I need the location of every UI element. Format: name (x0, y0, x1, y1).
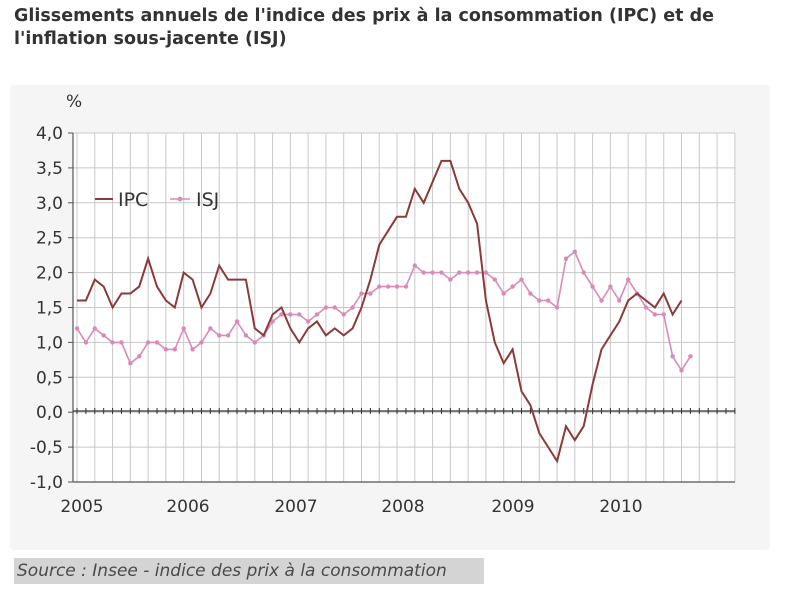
data-point-isj (448, 277, 453, 282)
x-tick-label: 2008 (381, 497, 424, 517)
data-point-isj (679, 368, 684, 373)
data-point-isj (323, 305, 329, 310)
data-point-isj (297, 312, 302, 317)
data-point-isj (225, 333, 231, 338)
data-point-isj (457, 270, 462, 275)
data-point-isj (563, 256, 569, 261)
y-tick-label: -0,5 (30, 438, 63, 458)
data-point-isj (377, 284, 382, 289)
data-point-isj (537, 298, 542, 303)
data-point-isj (270, 319, 275, 324)
data-point-isj (661, 312, 666, 317)
data-point-isj (572, 249, 578, 254)
data-point-isj (652, 312, 658, 317)
data-point-isj (359, 291, 364, 296)
data-point-isj (119, 340, 124, 345)
y-axis-unit: % (66, 92, 82, 112)
data-point-isj (581, 270, 586, 275)
data-point-isj (199, 340, 204, 345)
data-point-isj (341, 312, 346, 317)
data-point-isj (643, 305, 649, 310)
legend-marker-isj (177, 196, 183, 202)
data-point-isj (501, 291, 506, 296)
data-point-isj (608, 284, 613, 289)
y-tick-label: 0,5 (36, 368, 63, 388)
y-tick-label: 2,0 (36, 264, 63, 284)
data-point-isj (545, 298, 551, 303)
data-point-isj (128, 361, 133, 366)
data-point-isj (483, 270, 489, 275)
data-point-isj (412, 263, 418, 268)
data-point-isj (181, 326, 186, 331)
data-point-isj (599, 298, 604, 303)
data-point-isj (83, 340, 89, 345)
data-point-isj (350, 305, 355, 310)
data-point-isj (74, 326, 80, 331)
data-point-isj (385, 284, 391, 289)
y-tick-label: 3,0 (36, 194, 63, 214)
y-tick-label: 1,5 (36, 299, 63, 319)
y-tick-label: -1,0 (30, 473, 63, 493)
x-tick-label: 2010 (599, 497, 642, 517)
data-point-isj (430, 270, 435, 275)
data-point-isj (528, 291, 533, 296)
data-point-isj (474, 270, 480, 275)
data-point-isj (617, 298, 622, 303)
data-point-isj (288, 312, 293, 317)
data-point-isj (208, 326, 213, 331)
data-point-isj (368, 291, 373, 296)
data-point-isj (137, 354, 142, 359)
series-line-isj (76, 250, 692, 372)
y-tick-label: 2,5 (36, 229, 63, 249)
x-tick-label: 2005 (60, 497, 103, 517)
data-point-isj (492, 277, 498, 282)
x-tick-label: 2009 (491, 497, 534, 517)
data-point-isj (279, 312, 284, 317)
data-point-isj (519, 277, 524, 282)
data-point-isj (554, 305, 560, 310)
data-point-isj (305, 319, 311, 324)
x-tick-label: 2006 (166, 497, 209, 517)
data-point-isj (670, 354, 675, 359)
data-point-isj (439, 270, 444, 275)
data-point-isj (172, 347, 177, 352)
legend-label-ipc: IPC (118, 189, 148, 211)
series-line-ipc (77, 159, 683, 464)
data-point-isj (625, 277, 631, 282)
data-point-isj (510, 284, 515, 289)
data-point-isj (394, 284, 400, 289)
data-point-isj (217, 333, 222, 338)
chart-title: Glissements annuels de l'indice des prix… (14, 6, 714, 49)
data-point-isj (314, 312, 320, 317)
data-point-isj (421, 270, 426, 275)
data-point-isj (154, 340, 160, 345)
y-tick-label: 4,0 (36, 124, 63, 144)
data-point-isj (234, 319, 240, 324)
data-point-isj (590, 284, 595, 289)
data-point-isj (252, 340, 257, 345)
data-point-isj (101, 333, 106, 338)
legend-label-isj: ISJ (196, 189, 219, 211)
data-point-isj (190, 347, 195, 352)
data-point-isj (92, 326, 97, 331)
data-point-isj (163, 347, 169, 352)
data-point-isj (332, 305, 338, 310)
y-tick-label: 0,0 (36, 403, 63, 423)
data-point-isj (465, 270, 471, 275)
data-point-isj (243, 333, 249, 338)
data-point-isj (403, 284, 409, 289)
data-point-isj (110, 340, 115, 345)
y-tick-label: 3,5 (36, 159, 63, 179)
y-tick-label: 1,0 (36, 333, 63, 353)
x-tick-label: 2007 (274, 497, 317, 517)
data-point-isj (688, 354, 693, 359)
source-note: Source : Insee - indice des prix à la co… (14, 558, 484, 584)
data-point-isj (145, 340, 151, 345)
